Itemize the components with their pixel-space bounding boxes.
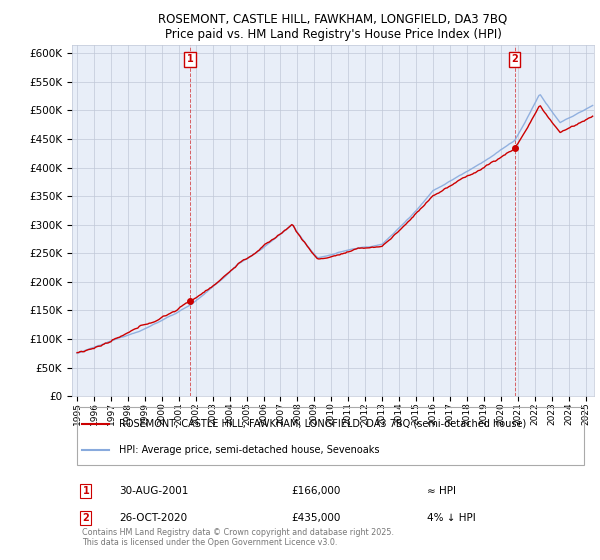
Text: Contains HM Land Registry data © Crown copyright and database right 2025.
This d: Contains HM Land Registry data © Crown c… bbox=[82, 528, 394, 547]
Text: 30-AUG-2001: 30-AUG-2001 bbox=[119, 486, 188, 496]
Text: 1: 1 bbox=[187, 54, 193, 64]
Text: ROSEMONT, CASTLE HILL, FAWKHAM, LONGFIELD, DA3 7BQ (semi-detached house): ROSEMONT, CASTLE HILL, FAWKHAM, LONGFIEL… bbox=[119, 418, 526, 428]
Text: 26-OCT-2020: 26-OCT-2020 bbox=[119, 514, 187, 523]
Text: 2: 2 bbox=[82, 514, 89, 523]
Text: 2: 2 bbox=[511, 54, 518, 64]
Text: HPI: Average price, semi-detached house, Sevenoaks: HPI: Average price, semi-detached house,… bbox=[119, 445, 379, 455]
Title: ROSEMONT, CASTLE HILL, FAWKHAM, LONGFIELD, DA3 7BQ
Price paid vs. HM Land Regist: ROSEMONT, CASTLE HILL, FAWKHAM, LONGFIEL… bbox=[158, 13, 508, 41]
Text: 4% ↓ HPI: 4% ↓ HPI bbox=[427, 514, 476, 523]
Text: £166,000: £166,000 bbox=[291, 486, 341, 496]
Text: ≈ HPI: ≈ HPI bbox=[427, 486, 456, 496]
Text: 1: 1 bbox=[82, 486, 89, 496]
Text: £435,000: £435,000 bbox=[291, 514, 341, 523]
